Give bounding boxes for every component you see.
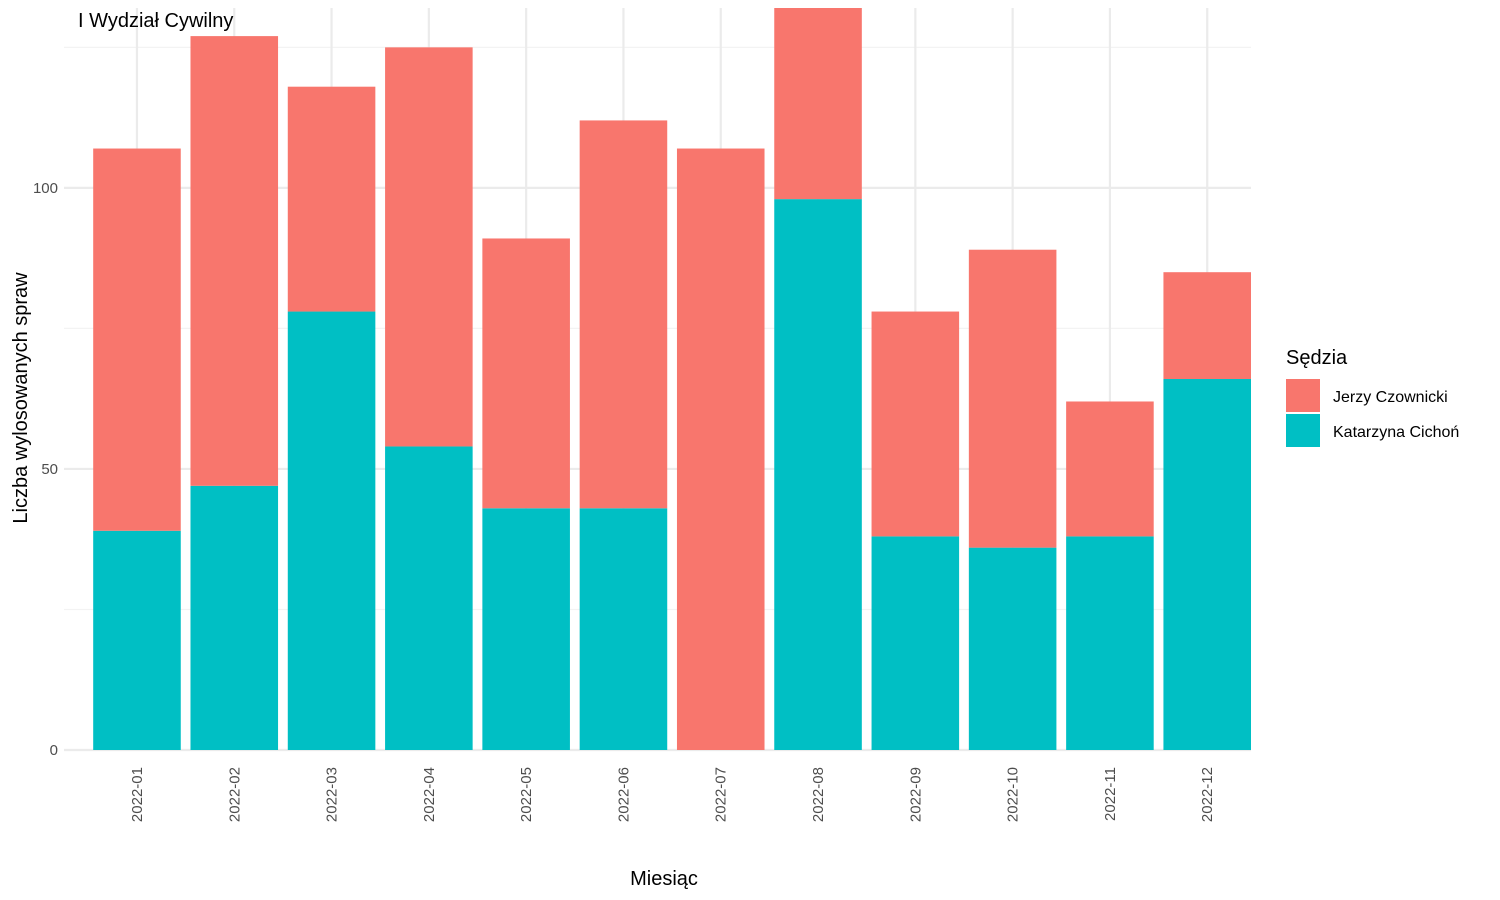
x-axis-title: Miesiąc — [630, 868, 698, 890]
legend-title: Sędzia — [1286, 347, 1348, 369]
bar-segment — [968, 249, 1057, 548]
bar-segment — [385, 47, 473, 447]
x-tick-label: 2022-10 — [1005, 767, 1022, 822]
x-axis-ticks: 2022-01 2022-02 2022-03 2022-04 2022-05 2022-… — [129, 767, 1216, 822]
legend-items: Jerzy Czownicki Katarzyna Cichoń — [1286, 379, 1459, 447]
bar-segment — [1066, 536, 1154, 750]
y-tick-label: 0 — [50, 742, 58, 759]
bar-segment — [871, 311, 960, 537]
y-tick-label: 100 — [33, 180, 58, 197]
legend: Sędzia Jerzy Czownicki Katarzyna Cichoń — [1286, 347, 1459, 447]
chart-title: I Wydział Cywilny — [78, 10, 233, 32]
legend-label: Katarzyna Cichoń — [1333, 424, 1459, 441]
bar-segment — [287, 311, 376, 750]
x-tick-label: 2022-08 — [810, 767, 827, 822]
x-tick-label: 2022-05 — [518, 767, 535, 822]
bar-segment — [482, 508, 570, 750]
bar-segment — [676, 148, 765, 751]
bar-segment — [1066, 401, 1154, 537]
bar-segment — [93, 530, 181, 750]
y-tick-label: 50 — [41, 461, 58, 478]
bar-segment — [1163, 379, 1251, 750]
bar-segment — [287, 86, 376, 312]
legend-label: Jerzy Czownicki — [1333, 389, 1448, 406]
y-axis-ticks: 0 50 100 — [33, 180, 58, 759]
bar-segment — [774, 8, 862, 200]
bar-segment — [1163, 272, 1251, 379]
y-axis-title: Liczba wylosowanych spraw — [10, 272, 32, 524]
legend-swatch — [1286, 414, 1320, 447]
bar-segment — [482, 238, 570, 509]
bar-segment — [774, 199, 862, 750]
x-tick-label: 2022-11 — [1102, 767, 1119, 821]
bar-segment — [579, 508, 668, 750]
x-tick-label: 2022-09 — [907, 767, 924, 822]
x-tick-label: 2022-03 — [324, 767, 341, 822]
bar-segment — [579, 120, 668, 509]
x-tick-label: 2022-07 — [713, 767, 730, 822]
bars — [93, 8, 1251, 751]
x-tick-label: 2022-01 — [129, 767, 146, 822]
bar-segment — [190, 485, 279, 750]
legend-swatch — [1286, 379, 1320, 412]
bar-segment — [871, 536, 960, 750]
x-tick-label: 2022-04 — [421, 767, 438, 822]
x-tick-label: 2022-06 — [615, 767, 632, 822]
bar-segment — [968, 547, 1057, 750]
bar-segment — [385, 446, 473, 750]
bar-segment — [93, 148, 181, 531]
x-tick-label: 2022-12 — [1199, 767, 1216, 822]
bar-segment — [190, 36, 279, 486]
x-tick-label: 2022-02 — [226, 767, 243, 822]
